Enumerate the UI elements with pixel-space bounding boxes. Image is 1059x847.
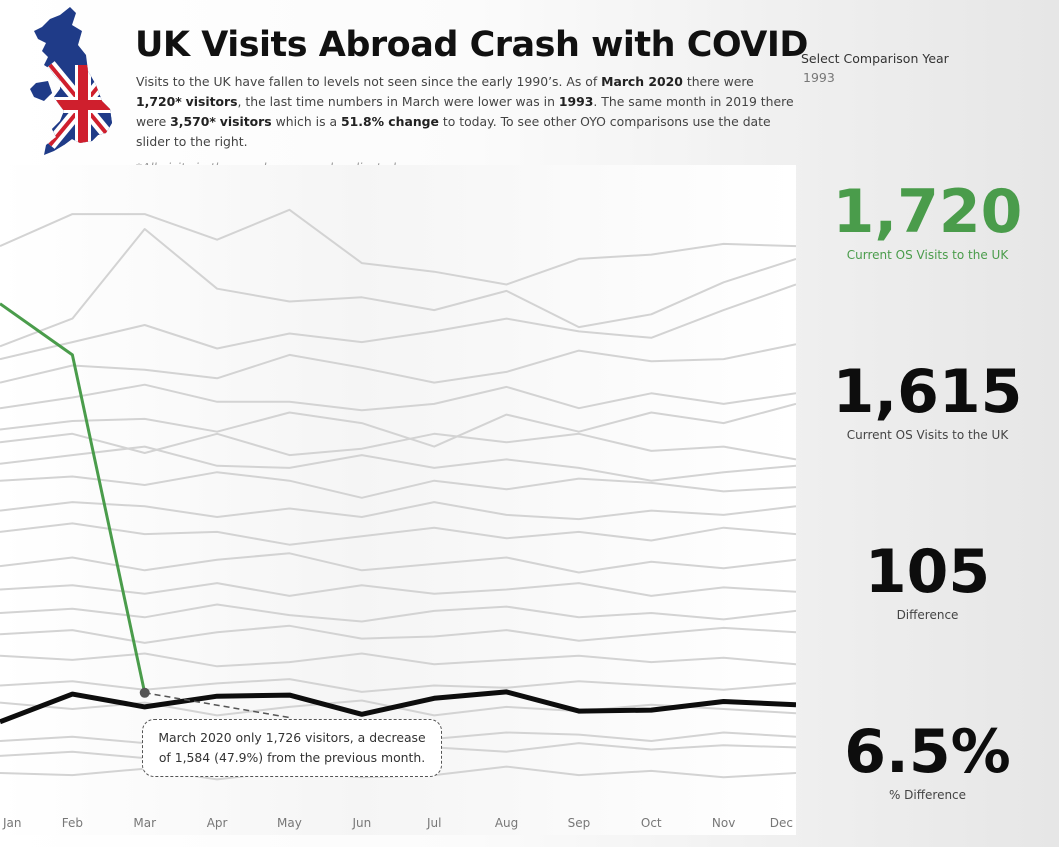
kpi-comparison-value: 1,615 <box>832 357 1023 427</box>
annotation-value: 1,726 <box>265 730 302 745</box>
intro-highlight: 3,570* <box>170 114 216 129</box>
annotation-connector <box>144 692 293 719</box>
visits-line-chart: Jan Feb Mar Apr May Jun Jul Aug Sep Oct Nov Dec <box>0 208 796 830</box>
x-tick-label: Sep <box>568 816 591 830</box>
x-tick-label: Jul <box>426 816 441 830</box>
intro-highlight: March 2020 <box>601 74 683 89</box>
intro-text: Visits to the UK have fallen to levels n… <box>136 74 602 89</box>
x-tick-label: May <box>277 816 302 830</box>
x-tick-label: Mar <box>133 816 156 830</box>
intro-paragraph: Visits to the UK have fallen to levels n… <box>136 72 796 152</box>
other-year-line-7 <box>0 432 796 461</box>
intro-highlight: 51.8% change <box>341 114 439 129</box>
annotation-detail: of 1,584 (47.9%) from the previous month… <box>158 750 426 765</box>
kpi-difference-value: 105 <box>864 537 991 607</box>
intro-highlight: 1,720* <box>136 94 182 109</box>
kpi-percent-label: % Difference <box>888 788 967 802</box>
other-year-line-10 <box>0 501 796 521</box>
other-year-line-16 <box>0 652 796 668</box>
comparison-year-slider[interactable]: 1993 <box>803 70 835 85</box>
kpi-comparison-label: Current OS Visits to the UK <box>846 428 1009 442</box>
other-year-line-11 <box>0 522 796 546</box>
other-year-line-1 <box>0 208 796 286</box>
kpi-comparison-visits: 1,615 Current OS Visits to the UK <box>796 360 1059 442</box>
comparison-year-label: Select Comparison Year <box>801 51 949 66</box>
other-year-line-14 <box>0 603 796 623</box>
intro-highlight: visitors <box>219 114 272 129</box>
page-title: UK Visits Abroad Crash with COVID <box>135 25 808 65</box>
uk-flag-map-icon <box>30 7 112 155</box>
kpi-current-value: 1,720 <box>832 177 1023 247</box>
intro-highlight: 1993 <box>558 94 594 109</box>
x-tick-label: Dec <box>770 816 793 830</box>
intro-text: to today. To see other OYO comparisons u… <box>136 114 771 149</box>
other-year-line-6 <box>0 402 796 448</box>
other-year-line-15 <box>0 624 796 644</box>
kpi-percent-difference: 6.5% % Difference <box>796 720 1059 802</box>
current-year-line <box>0 302 147 694</box>
x-tick-label: Apr <box>207 816 228 830</box>
kpi-difference: 105 Difference <box>796 540 1059 622</box>
x-tick-label: Oct <box>641 816 662 830</box>
other-year-line-3 <box>0 283 796 361</box>
other-year-line-8 <box>0 445 796 482</box>
intro-text: which is a <box>271 114 341 129</box>
kpi-current-label: Current OS Visits to the UK <box>846 248 1009 262</box>
kpi-percent-value: 6.5% <box>844 717 1011 787</box>
other-year-line-5 <box>0 383 796 412</box>
x-tick-label: Aug <box>495 816 518 830</box>
annotation-decrease: decrease <box>369 730 426 745</box>
intro-text: there were <box>682 74 754 89</box>
comparison-year-line <box>0 689 796 725</box>
intro-text: . The same month in 2019 there were <box>136 94 794 129</box>
other-year-line-13 <box>0 582 796 597</box>
intro-highlight: visitors <box>185 94 238 109</box>
x-tick-label: Jan <box>2 816 22 830</box>
kpi-difference-label: Difference <box>896 608 959 622</box>
annotation-month: March 2020 <box>158 730 232 745</box>
other-year-line-17 <box>0 678 796 693</box>
x-tick-label: Nov <box>712 816 735 830</box>
other-year-line-12 <box>0 552 796 574</box>
march-2020-point[interactable] <box>139 687 150 698</box>
other-year-line-9 <box>0 471 796 499</box>
other-year-line-4 <box>0 343 796 384</box>
x-tick-label: Feb <box>62 816 83 830</box>
intro-text: , the last time numbers in March were lo… <box>237 94 559 109</box>
other-year-line-2 <box>0 228 796 348</box>
kpi-current-visits: 1,720 Current OS Visits to the UK <box>796 180 1059 262</box>
x-tick-label: Jun <box>351 816 371 830</box>
march-2020-annotation: March 2020 only 1,726 visitors, a decrea… <box>142 719 442 777</box>
